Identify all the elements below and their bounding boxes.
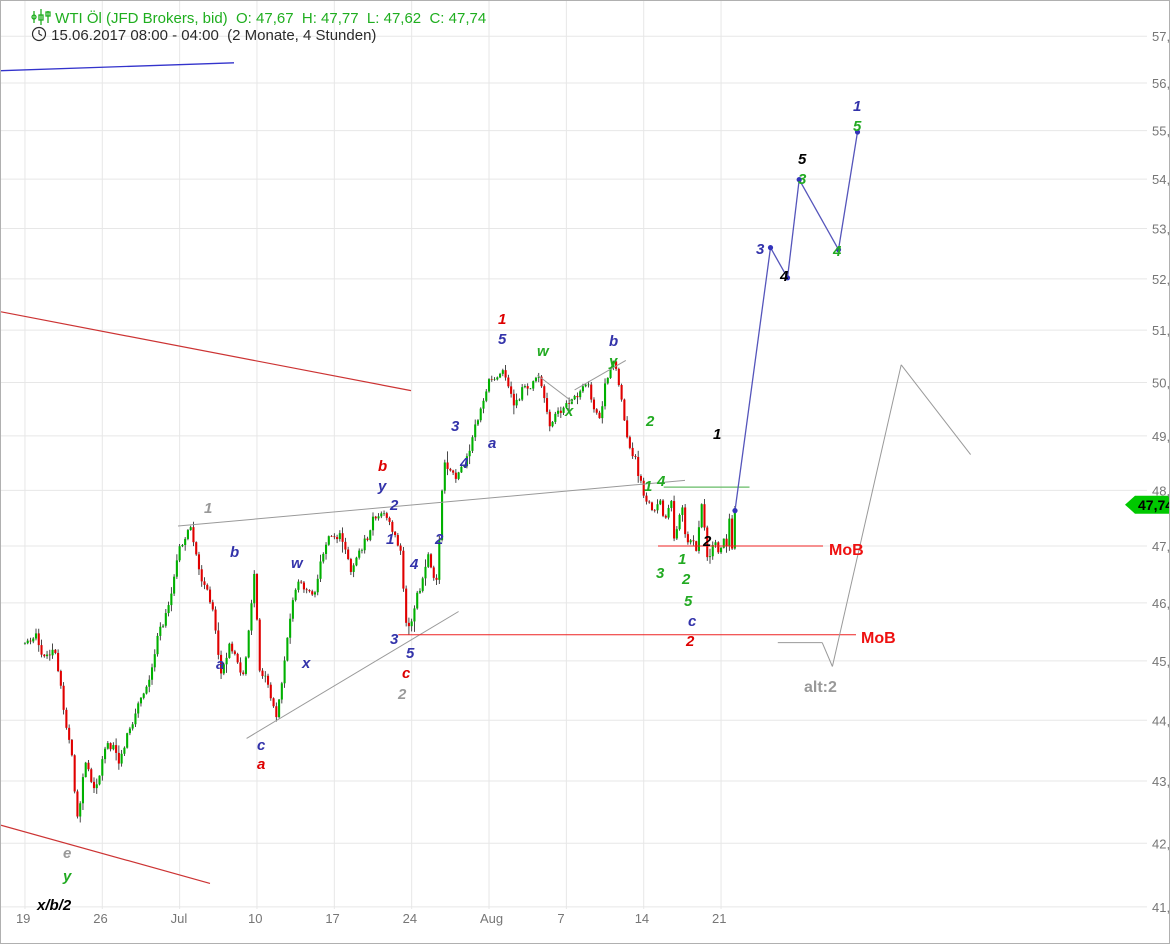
svg-text:52,00: 52,00: [1152, 272, 1170, 287]
svg-text:47,00: 47,00: [1152, 539, 1170, 554]
svg-text:53,00: 53,00: [1152, 222, 1170, 237]
svg-text:10: 10: [248, 911, 262, 926]
svg-text:24: 24: [403, 911, 417, 926]
svg-text:45,00: 45,00: [1152, 654, 1170, 669]
svg-text:Aug: Aug: [480, 911, 503, 926]
svg-text:7: 7: [557, 911, 564, 926]
svg-text:41,00: 41,00: [1152, 900, 1170, 915]
svg-text:44,00: 44,00: [1152, 713, 1170, 728]
svg-text:50,00: 50,00: [1152, 375, 1170, 390]
svg-text:46,00: 46,00: [1152, 596, 1170, 611]
svg-text:56,00: 56,00: [1152, 76, 1170, 91]
svg-text:43,00: 43,00: [1152, 774, 1170, 789]
svg-text:19: 19: [16, 911, 30, 926]
svg-text:21: 21: [712, 911, 726, 926]
svg-text:49,00: 49,00: [1152, 429, 1170, 444]
svg-text:51,00: 51,00: [1152, 323, 1170, 338]
svg-text:42,00: 42,00: [1152, 836, 1170, 851]
svg-text:55,00: 55,00: [1152, 124, 1170, 139]
svg-text:26: 26: [93, 911, 107, 926]
svg-text:57,00: 57,00: [1152, 29, 1170, 44]
svg-text:Jul: Jul: [171, 911, 188, 926]
svg-text:54,00: 54,00: [1152, 172, 1170, 187]
svg-text:14: 14: [635, 911, 649, 926]
svg-text:48,00: 48,00: [1152, 483, 1170, 498]
svg-text:17: 17: [325, 911, 339, 926]
svg-text:47,74: 47,74: [1138, 497, 1170, 513]
